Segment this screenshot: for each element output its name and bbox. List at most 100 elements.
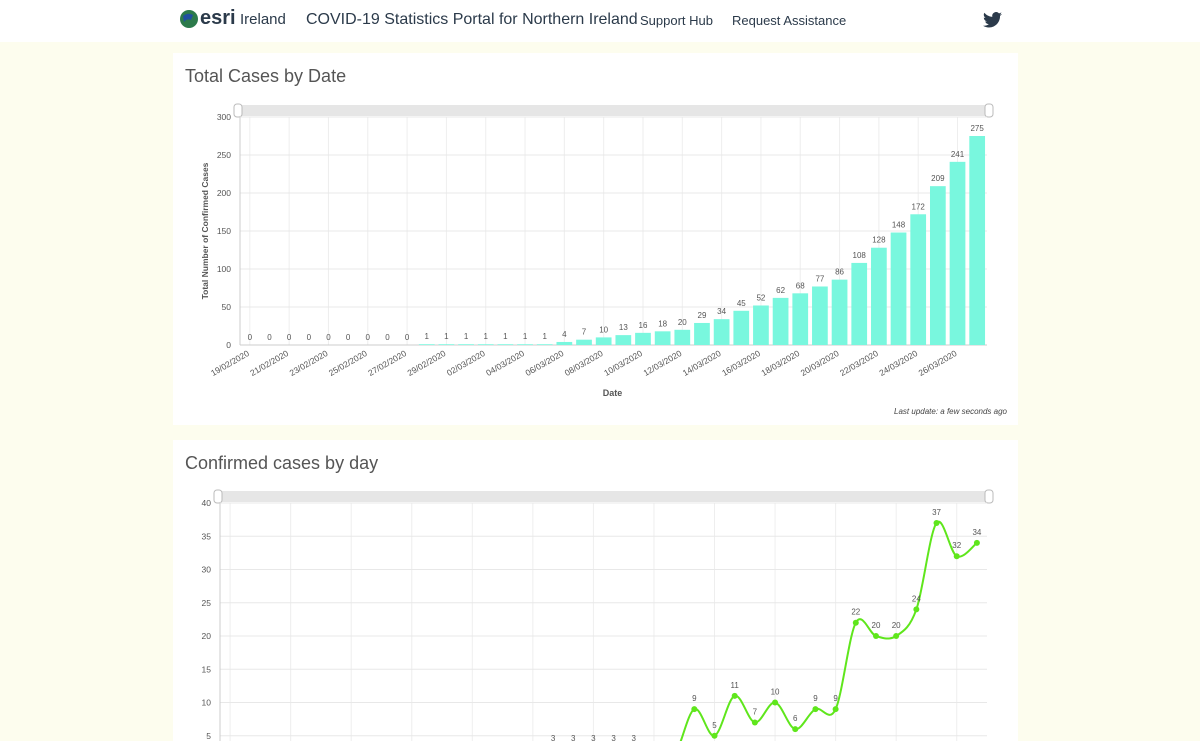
bar [753, 305, 769, 345]
x-tick-label: 10/03/2020 [602, 348, 644, 378]
y-tick-label: 150 [217, 226, 231, 236]
bar [438, 344, 455, 345]
y-tick-label: 15 [202, 664, 212, 674]
value-label: 20 [872, 621, 881, 630]
x-tick-label: 21/02/2020 [248, 348, 290, 378]
line [679, 520, 978, 741]
value-label: 1 [503, 332, 508, 341]
value-label: 34 [972, 528, 981, 537]
footnote: Last update: a few seconds ago [894, 407, 1008, 416]
y-tick-label: 250 [217, 150, 231, 160]
y-tick-label: 10 [202, 698, 212, 708]
value-label: 3 [611, 734, 616, 741]
value-label: 37 [932, 508, 941, 517]
y-tick-label: 50 [222, 302, 232, 312]
scroll-handle[interactable] [984, 103, 994, 118]
point [933, 519, 940, 526]
value-label: 11 [731, 681, 740, 690]
point [711, 732, 718, 739]
x-tick-label: 23/02/2020 [288, 348, 330, 378]
bar [674, 329, 691, 345]
scrollbar[interactable] [237, 105, 990, 116]
value-label: 7 [753, 707, 758, 716]
value-label: 3 [571, 734, 576, 741]
chart: 0510152025303540000000000100000033333229… [202, 489, 994, 741]
card: Confirmed cases by day 05101520253035400… [173, 440, 1018, 741]
bar [733, 310, 750, 345]
value-label: 13 [619, 323, 628, 332]
value-label: 9 [833, 694, 838, 703]
value-label: 209 [931, 174, 945, 183]
nav-link[interactable]: Request Assistance [732, 13, 847, 28]
twitter-icon[interactable] [983, 12, 1002, 28]
value-label: 86 [835, 268, 844, 277]
value-label: 3 [551, 734, 556, 741]
value-label: 0 [307, 333, 312, 342]
card-title: Total Cases by Date [185, 66, 347, 86]
point [751, 719, 758, 726]
value-label: 22 [851, 608, 860, 617]
value-label: 5 [712, 721, 717, 730]
value-label: 62 [776, 286, 785, 295]
x-tick-label: 22/03/2020 [838, 348, 880, 378]
bar [635, 332, 651, 345]
value-label: 1 [523, 332, 528, 341]
y-tick-label: 300 [217, 112, 231, 122]
value-label: 10 [599, 325, 608, 334]
scroll-handle[interactable] [213, 489, 223, 504]
bar [949, 161, 966, 345]
bar [831, 279, 848, 345]
bar [556, 341, 573, 345]
y-tick-label: 25 [202, 598, 212, 608]
value-label: 0 [346, 333, 351, 342]
point [691, 706, 698, 713]
bar [910, 214, 927, 345]
x-tick-label: 14/03/2020 [681, 348, 723, 378]
x-tick-label: 25/02/2020 [327, 348, 369, 378]
scrollbar[interactable] [217, 491, 990, 502]
x-tick-label: 16/03/2020 [720, 348, 762, 378]
bar [792, 293, 809, 345]
portal-title[interactable]: COVID-19 Statistics Portal for Northern … [306, 11, 638, 28]
value-label: 0 [326, 333, 331, 342]
value-label: 275 [970, 124, 984, 133]
value-label: 128 [872, 236, 886, 245]
bar [536, 344, 553, 345]
nav-link[interactable]: Support Hub [640, 13, 713, 28]
value-label: 16 [639, 321, 648, 330]
value-label: 9 [813, 694, 818, 703]
bar [713, 319, 730, 345]
value-label: 1 [425, 332, 430, 341]
bar [654, 331, 671, 345]
scroll-handle[interactable] [984, 489, 994, 504]
bar [517, 344, 533, 345]
scroll-handle[interactable] [233, 103, 243, 118]
point [893, 633, 900, 639]
bar [477, 344, 494, 345]
value-label: 3 [591, 734, 596, 741]
value-label: 34 [717, 307, 726, 316]
value-label: 0 [385, 333, 390, 342]
bar [576, 339, 592, 345]
point [832, 706, 839, 713]
value-label: 18 [658, 319, 667, 328]
y-tick-label: 100 [217, 264, 231, 274]
y-tick-label: 40 [202, 498, 212, 508]
point [772, 699, 779, 706]
value-label: 52 [756, 293, 765, 302]
bar [694, 322, 710, 345]
value-label: 241 [951, 150, 965, 159]
value-label: 4 [562, 330, 567, 339]
bar [418, 344, 435, 345]
value-label: 148 [892, 221, 906, 230]
region: Ireland [240, 11, 286, 28]
y-tick-label: 30 [202, 565, 212, 575]
x-axis-label: Date [603, 388, 623, 398]
value-label: 45 [737, 299, 746, 308]
y-tick-label: 5 [206, 731, 211, 741]
value-label: 1 [542, 332, 547, 341]
x-tick-label: 26/03/2020 [917, 348, 959, 378]
x-tick-label: 04/03/2020 [484, 348, 526, 378]
bar [851, 262, 868, 345]
